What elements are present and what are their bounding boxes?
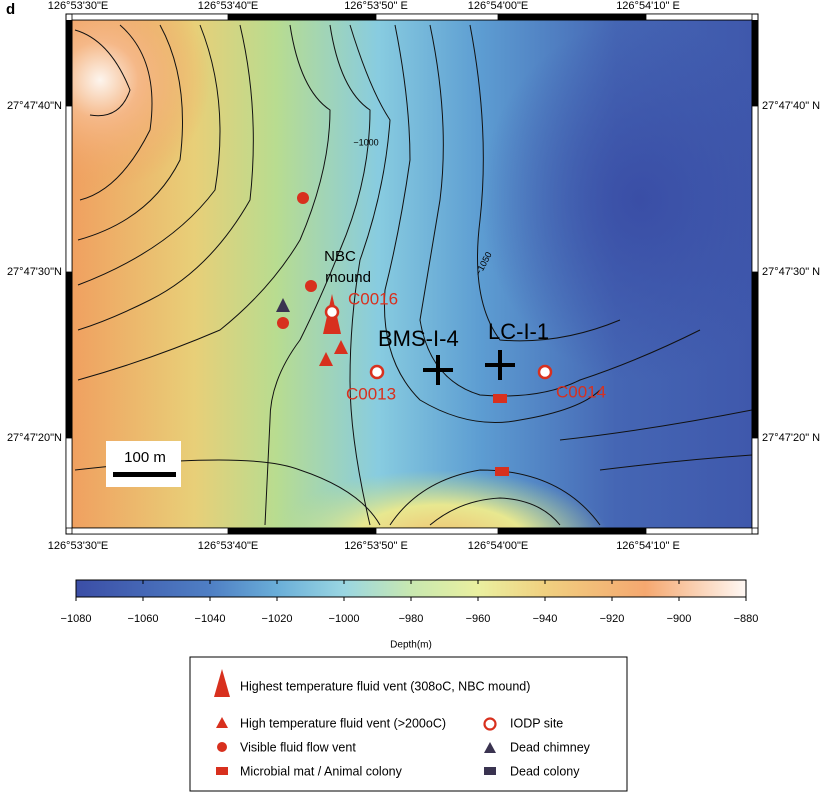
- legend-entry: Visible fluid flow vent: [240, 740, 356, 754]
- lon-label: 126°53'40"E: [198, 0, 259, 12]
- colorbar-tick-label: −960: [466, 613, 491, 625]
- colorbar-tick-label: −900: [667, 613, 692, 625]
- colorbar-tick-label: −1020: [262, 613, 293, 625]
- markers: [276, 192, 553, 476]
- contour-label: −1000: [353, 137, 378, 147]
- site-label: mound: [325, 269, 371, 286]
- lon-label: 126°54'00"E: [468, 0, 529, 12]
- lon-label: 126°54'00"E: [468, 540, 529, 552]
- lon-label: 126°53'50" E: [344, 0, 408, 12]
- legend-symbol: [484, 767, 496, 775]
- colorbar-tick-label: −880: [734, 613, 759, 625]
- iodp-site: [537, 364, 553, 380]
- lon-label: 126°53'50" E: [344, 540, 408, 552]
- microbial-mat: [495, 467, 509, 476]
- site-label: LC-I-1: [488, 319, 549, 344]
- colorbar-tick-label: −1060: [128, 613, 159, 625]
- bottom-axis: 126°53'30"E 126°53'40"E 126°53'50" E 126…: [48, 540, 680, 552]
- legend-symbol: [216, 717, 228, 728]
- lon-label: 126°54'10" E: [616, 0, 680, 12]
- lon-label: 126°54'10" E: [616, 540, 680, 552]
- dead-chimney: [276, 298, 290, 312]
- site-label: C0013: [346, 384, 396, 403]
- site-label: C0016: [348, 289, 398, 308]
- high-vent: [319, 352, 333, 366]
- lat-label: 27°47'20" N: [762, 432, 820, 444]
- contours: [74, 24, 752, 526]
- legend-entry: High temperature fluid vent (>200oC): [240, 716, 446, 730]
- map: [72, 20, 752, 528]
- frame: [65, 13, 759, 535]
- drill-site: [485, 350, 515, 380]
- legend-entry: Dead colony: [510, 764, 580, 778]
- colorbar-tick-label: −1040: [195, 613, 226, 625]
- bathymetry-high: [272, 470, 608, 528]
- colorbar: Depth(m) −1080 −1060 −1040 −1020 −1000 −980 −9…: [61, 579, 759, 651]
- lon-label: 126°53'30"E: [48, 540, 109, 552]
- visible-vent: [277, 317, 289, 329]
- legend-symbol: [217, 742, 227, 752]
- scale-label: 100 m: [124, 449, 166, 466]
- legend-entry: Dead chimney: [510, 740, 591, 754]
- site-label: C0014: [556, 382, 606, 401]
- drill-site: [423, 355, 453, 385]
- site-label: NBC: [324, 248, 356, 265]
- lon-label: 126°53'30"E: [48, 0, 109, 12]
- lat-label: 27°47'30"N: [7, 266, 62, 278]
- scale-bar: 100 m: [106, 441, 181, 487]
- legend-entry: Highest temperature fluid vent (308oC, N…: [240, 679, 530, 693]
- site-label: BMS-I-4: [378, 326, 459, 351]
- high-vent: [334, 340, 348, 354]
- visible-vent: [297, 192, 309, 204]
- legend-symbol: [214, 669, 230, 697]
- visible-vent: [305, 280, 317, 292]
- legend-entry: Microbial mat / Animal colony: [240, 764, 403, 778]
- legend: Highest temperature fluid vent (308oC, N…: [189, 656, 628, 792]
- colorbar-tick-label: −1080: [61, 613, 92, 625]
- left-axis: 27°47'40"N 27°47'30"N 27°47'20"N: [7, 100, 62, 444]
- legend-symbol: [216, 767, 228, 775]
- colorbar-tick-label: −980: [399, 613, 424, 625]
- lon-label: 126°53'40"E: [198, 540, 259, 552]
- right-axis: 27°47'40" N 27°47'30" N 27°47'20" N: [762, 100, 820, 444]
- bathymetry-deep: [480, 20, 752, 380]
- legend-entry: IODP site: [510, 716, 563, 730]
- iodp-site: [324, 304, 340, 320]
- colorbar-tick-label: −1000: [329, 613, 360, 625]
- legend-symbol: [483, 717, 497, 731]
- lat-label: 27°47'40" N: [762, 100, 820, 112]
- colorbar-tick-label: −920: [600, 613, 625, 625]
- iodp-site: [369, 364, 385, 380]
- lat-label: 27°47'40"N: [7, 100, 62, 112]
- lat-label: 27°47'20"N: [7, 432, 62, 444]
- colorbar-label: Depth(m): [390, 640, 432, 651]
- panel-label: d: [6, 1, 15, 18]
- top-axis: 126°53'30"E 126°53'40"E 126°53'50" E 126…: [48, 0, 680, 12]
- legend-symbol: [484, 742, 496, 753]
- lat-label: 27°47'30" N: [762, 266, 820, 278]
- microbial-mat: [493, 394, 507, 403]
- colorbar-tick-label: −940: [533, 613, 558, 625]
